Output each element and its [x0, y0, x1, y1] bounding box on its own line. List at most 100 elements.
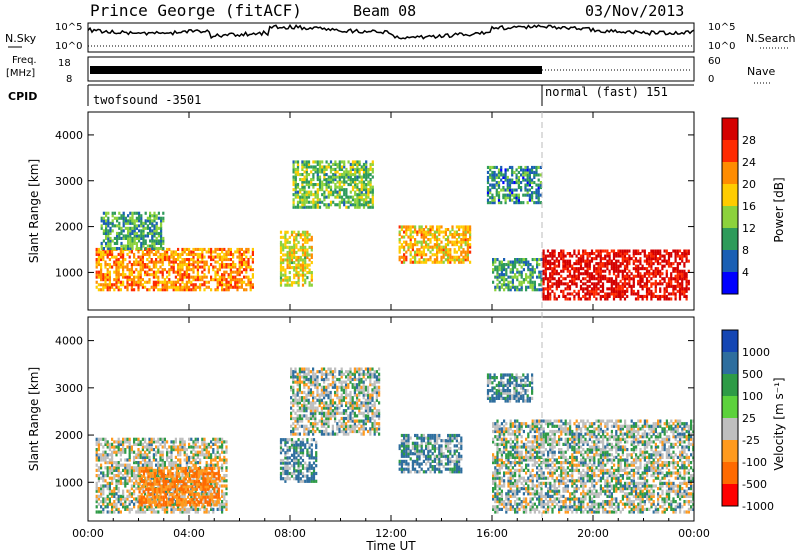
cell: [420, 250, 423, 254]
cell: [210, 247, 213, 251]
cell: [170, 268, 173, 272]
cell: [687, 259, 690, 263]
cell: [294, 170, 297, 174]
cell: [533, 173, 536, 177]
cell: [676, 284, 679, 288]
cell: [663, 297, 666, 301]
cell: [106, 440, 109, 444]
cell: [438, 233, 441, 237]
cell: [160, 244, 163, 248]
cell: [634, 259, 638, 263]
cell: [129, 239, 132, 243]
cell: [299, 258, 302, 262]
cell: [314, 167, 317, 171]
cell: [442, 250, 445, 254]
cell: [169, 492, 172, 497]
cell: [409, 245, 412, 249]
cell: [180, 500, 183, 504]
cell: [670, 262, 673, 266]
cell: [223, 273, 226, 277]
cell: [425, 258, 428, 262]
cell: [124, 219, 127, 223]
cell: [184, 498, 187, 502]
cell: [113, 440, 116, 444]
cell: [199, 474, 202, 478]
cell: [325, 180, 328, 184]
cell: [464, 233, 467, 237]
cell: [227, 283, 230, 287]
cell: [144, 211, 147, 215]
cell: [356, 167, 359, 171]
cell: [301, 258, 305, 262]
cell: [221, 505, 224, 509]
cell: [168, 268, 171, 272]
cell: [210, 250, 213, 254]
cell: [297, 477, 300, 481]
cell: [113, 468, 116, 472]
cell: [153, 224, 156, 228]
cell: [197, 479, 201, 484]
cell: [195, 469, 198, 473]
cell: [160, 469, 163, 473]
cell: [500, 168, 503, 172]
cell: [161, 463, 164, 467]
cell: [685, 254, 688, 258]
cell: [621, 259, 624, 263]
cell: [102, 471, 105, 475]
cell: [577, 274, 580, 278]
cell: [146, 494, 149, 498]
cell: [303, 180, 306, 184]
cell: [97, 487, 100, 491]
cell: [650, 282, 653, 286]
cell: [159, 505, 162, 509]
cell: [191, 487, 194, 491]
cell: [217, 469, 220, 473]
cell: [683, 269, 686, 273]
cell: [338, 190, 341, 194]
cell: [343, 198, 346, 202]
cell: [617, 254, 620, 258]
cell: [460, 253, 463, 257]
cell: [225, 288, 228, 292]
cell: [124, 275, 127, 279]
cell: [588, 279, 591, 283]
cell: [449, 253, 452, 257]
cell: [506, 183, 509, 187]
cell: [138, 239, 141, 243]
cell: [108, 458, 111, 462]
cell: [247, 278, 250, 282]
cell: [115, 481, 118, 485]
cell: [160, 490, 163, 494]
cell: [615, 252, 618, 256]
cell: [685, 252, 688, 256]
cell: [97, 476, 100, 480]
cell: [177, 468, 180, 472]
cell: [599, 294, 602, 298]
cell: [533, 268, 536, 272]
cell: [184, 482, 187, 486]
cell: [659, 279, 662, 283]
cell: [144, 492, 147, 496]
cell: [464, 225, 467, 229]
cell: [172, 250, 175, 254]
cell: [650, 292, 653, 296]
cell: [284, 466, 287, 470]
cell: [619, 284, 622, 288]
cell: [511, 188, 514, 192]
cell: [122, 273, 125, 277]
cell: [433, 233, 436, 237]
cell: [199, 492, 202, 496]
cell: [141, 458, 144, 462]
cell: [199, 283, 202, 287]
cell: [345, 188, 348, 192]
cell: [371, 188, 374, 192]
cell: [520, 288, 523, 292]
cell: [185, 458, 188, 462]
cell: [225, 280, 228, 284]
cell: [111, 285, 114, 289]
cell: [236, 285, 239, 289]
cell: [654, 254, 657, 258]
cell: [200, 482, 203, 486]
cell: [590, 274, 594, 278]
cell: [120, 231, 123, 235]
